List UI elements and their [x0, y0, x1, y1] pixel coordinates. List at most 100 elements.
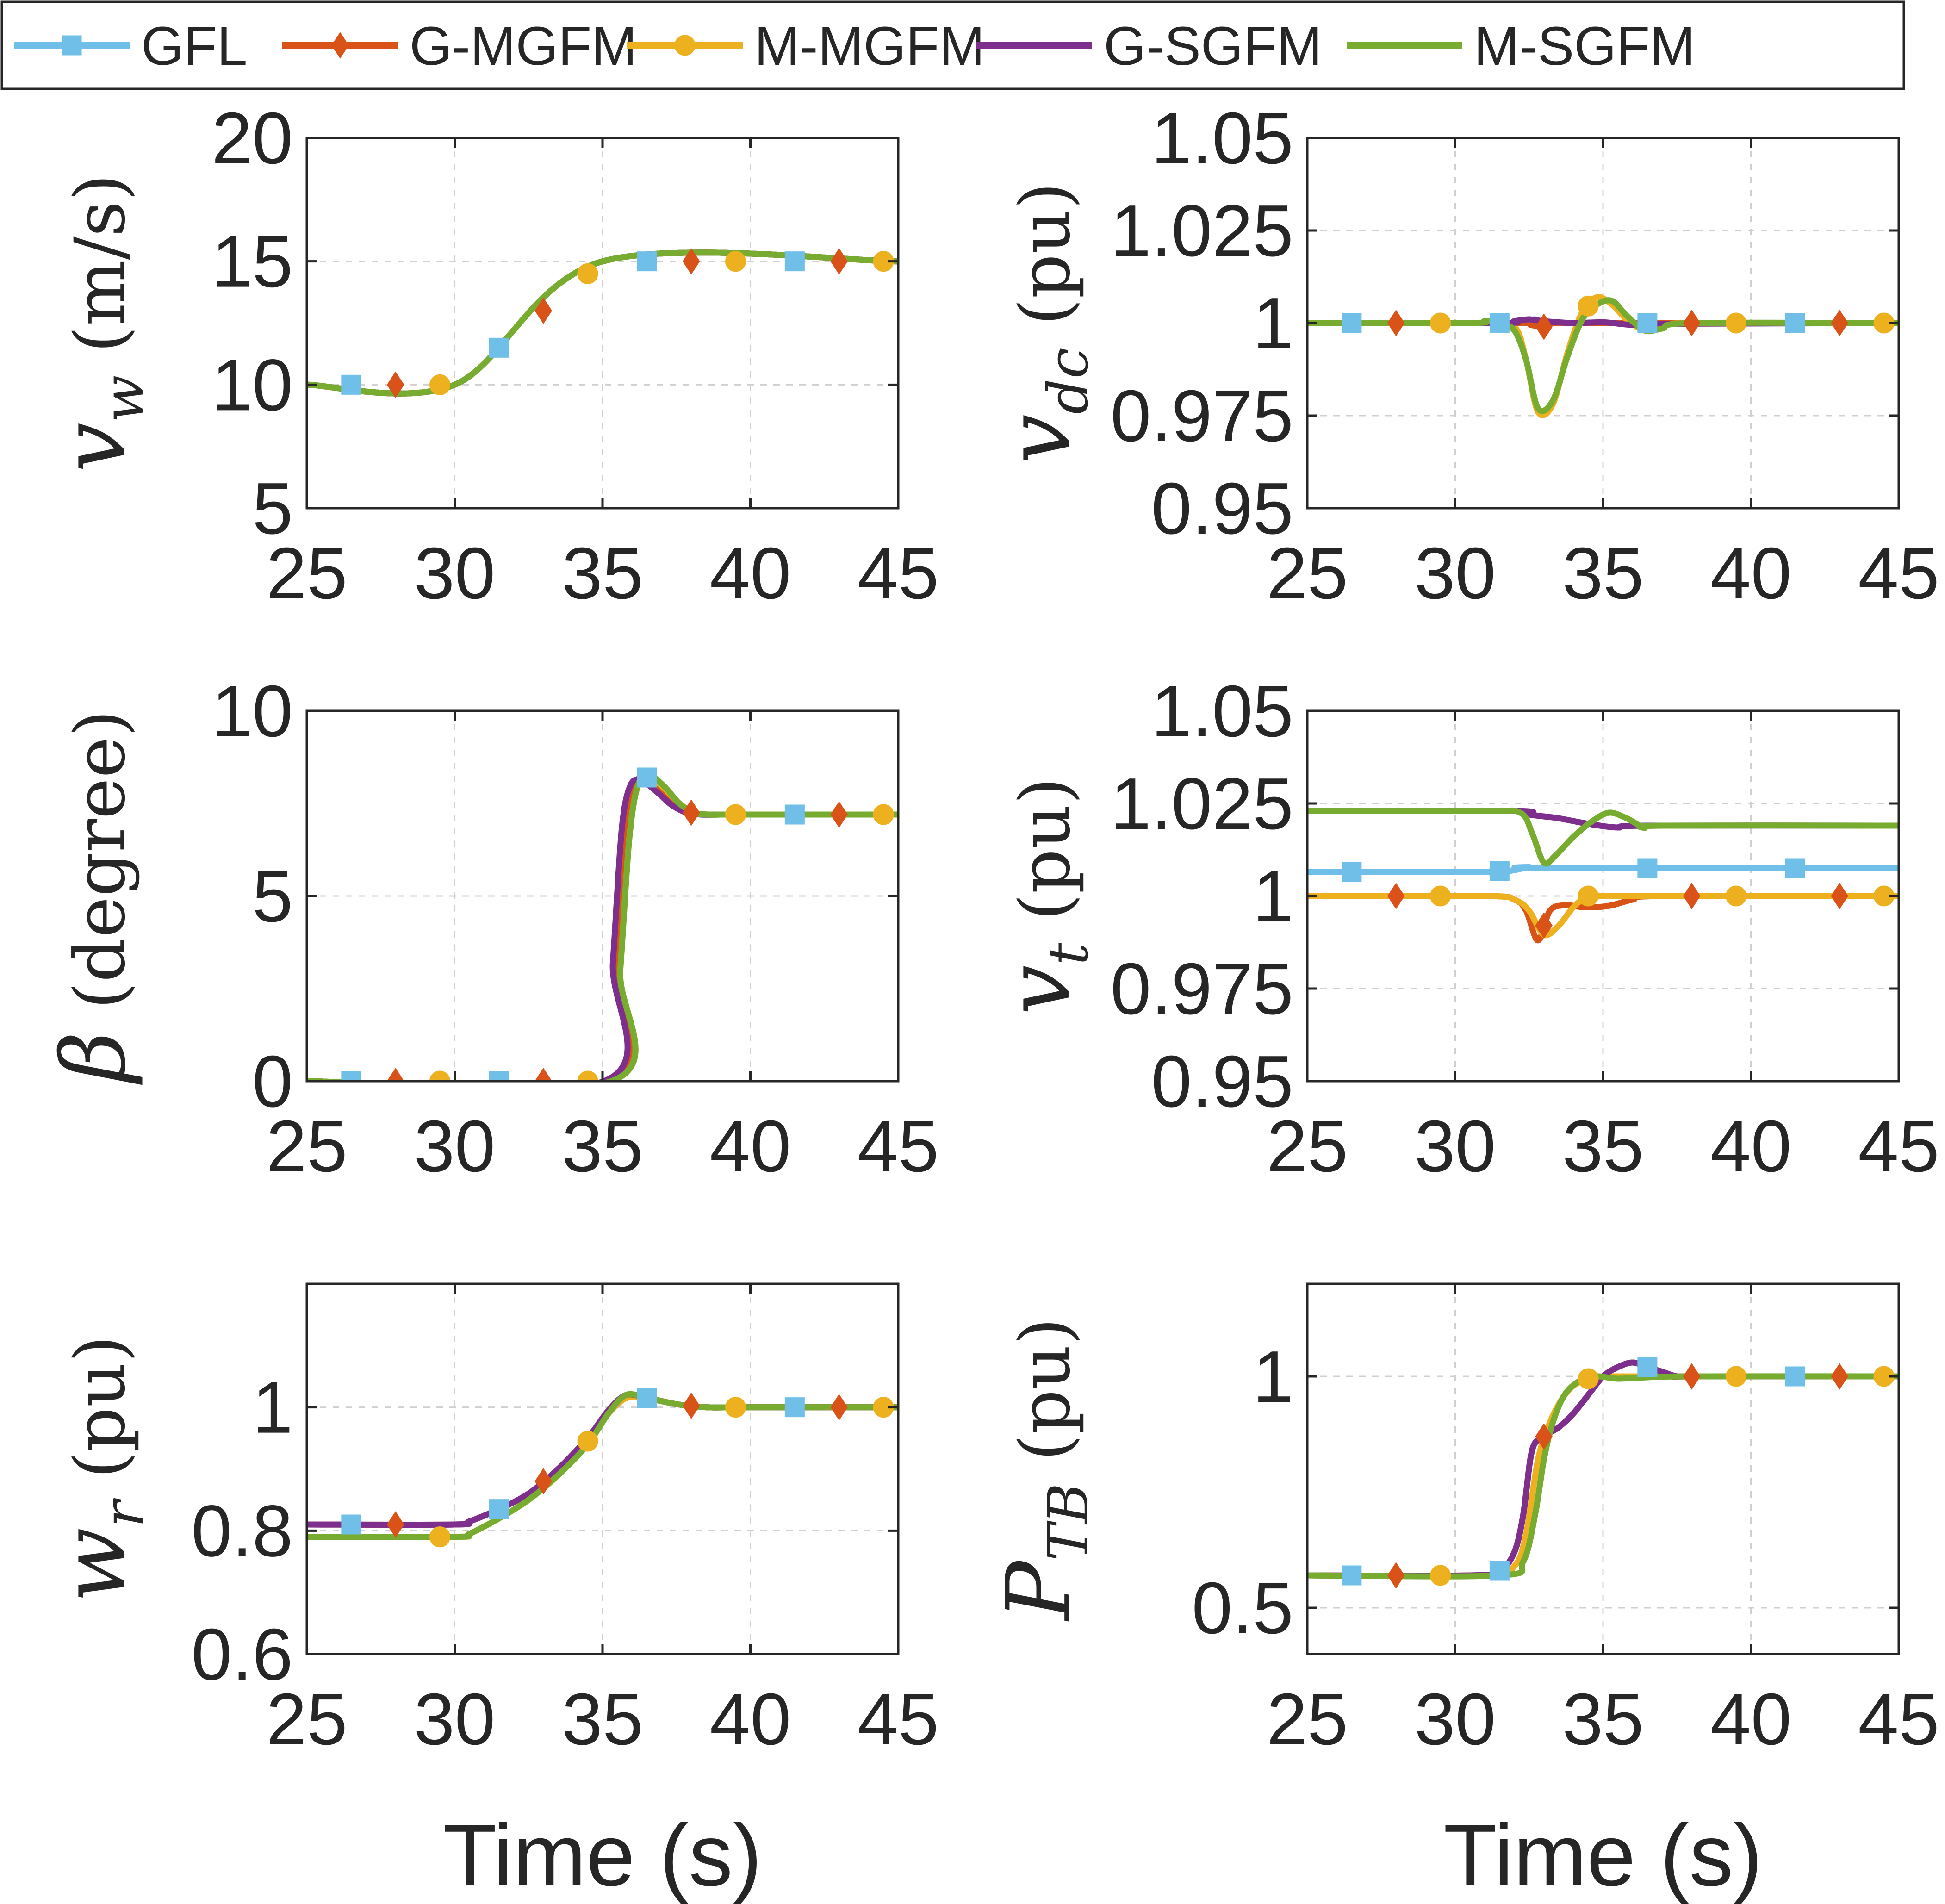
x-tick-label: 25: [266, 1106, 348, 1187]
x-tick-label: 40: [710, 1679, 791, 1760]
y-axis-label: wr (pu): [43, 1335, 156, 1602]
x-tick-label: 30: [414, 1106, 496, 1187]
data-marker-g-mgfm: [682, 248, 700, 275]
series-line-m-sgfm: [1307, 1373, 1899, 1580]
data-marker-g-mgfm: [534, 1068, 552, 1081]
x-tick-label: 40: [710, 533, 791, 614]
data-marker-g-mgfm: [1387, 310, 1405, 336]
series-line-m-mgfm: [1307, 892, 1899, 939]
data-marker-gfl: [637, 251, 657, 272]
chart-panel-vt: 25 30 35 40 45 0.95 0.975 1 1.025 1.05 vt (pu): [988, 671, 1939, 1187]
y-tick-label: 0.975: [1111, 948, 1293, 1030]
y-tick-label: 1.025: [1111, 763, 1293, 845]
x-tick-label: 30: [414, 1679, 496, 1760]
y-axis-label: PTB (pu): [988, 1318, 1101, 1621]
y-tick-label: 5: [252, 856, 293, 937]
x-tick-label: 45: [858, 1106, 939, 1187]
x-tick-label: 40: [1710, 1106, 1792, 1187]
x-axis-label: Time (s): [443, 1806, 762, 1904]
y-tick-label: 0.95: [1151, 468, 1293, 549]
data-marker-gfl: [1637, 313, 1658, 333]
y-axis-label: vt (pu): [988, 778, 1101, 1015]
x-tick-label: 25: [266, 1679, 348, 1760]
legend-label: GFL: [141, 16, 248, 77]
x-tick-label: 40: [1710, 533, 1792, 614]
y-tick-label: 0.5: [1192, 1568, 1293, 1649]
chart-panel-wr: 25 30 35 40 45 0.6 0.8 1 wr (pu) Time (s): [43, 1282, 939, 1904]
data-marker-g-mgfm: [386, 1068, 404, 1081]
data-marker-g-mgfm: [830, 801, 848, 828]
data-marker-gfl: [1785, 1366, 1805, 1387]
y-tick-label: 0.975: [1111, 375, 1293, 457]
y-tick-label: 10: [211, 344, 293, 426]
data-marker-g-mgfm: [534, 297, 552, 324]
y-tick-label: 1: [1253, 1336, 1293, 1418]
grid: [306, 137, 899, 509]
y-tick-label: 10: [211, 671, 293, 752]
data-marker-g-mgfm: [1683, 1363, 1701, 1390]
x-tick-label: 35: [562, 1106, 643, 1187]
data-marker-gfl: [784, 251, 805, 272]
y-tick-label: 1: [252, 1367, 293, 1449]
y-axis-label: vdc (pu): [988, 182, 1101, 464]
legend-entry-g-sgfm: G-SGFM: [976, 16, 1322, 77]
legend-label: M-SGFM: [1474, 16, 1695, 77]
data-marker-gfl: [1785, 858, 1805, 878]
y-tick-label: 1: [1253, 856, 1293, 937]
data-marker-m-mgfm: [577, 263, 598, 284]
data-marker-g-mgfm: [1683, 310, 1701, 336]
x-tick-label: 25: [1267, 1106, 1348, 1187]
x-tick-label: 30: [1415, 1679, 1496, 1760]
data-marker-gfl: [489, 337, 509, 358]
x-axis-label: Time (s): [1443, 1806, 1763, 1904]
data-marker-gfl: [637, 1388, 657, 1408]
series-line-m-sgfm: [1307, 807, 1899, 867]
data-marker-g-mgfm: [1535, 313, 1553, 340]
legend-marker: [62, 35, 82, 56]
data-marker-m-mgfm: [1430, 885, 1451, 907]
data-marker-gfl: [784, 804, 805, 825]
data-marker-gfl: [1489, 861, 1510, 881]
data-marker-m-mgfm: [429, 1070, 451, 1081]
series-group: [307, 248, 898, 398]
data-marker-m-mgfm: [577, 1070, 598, 1081]
legend-entry-g-mgfm: G-MGFM: [282, 16, 637, 77]
series-group: [307, 1388, 898, 1548]
data-marker-m-mgfm: [1430, 312, 1451, 334]
grid: [306, 710, 899, 1082]
data-marker-m-mgfm: [725, 1397, 746, 1418]
chart-panel-vw: 25 30 35 40 45 5 10 15 20 vw (m/s): [43, 98, 939, 614]
legend-label: M-MGFM: [754, 16, 985, 77]
x-tick-label: 25: [1267, 533, 1348, 614]
y-tick-label: 20: [211, 98, 293, 179]
legend-label: G-SGFM: [1104, 16, 1322, 77]
legend-entry-m-sgfm: M-SGFM: [1347, 16, 1695, 77]
data-marker-m-mgfm: [1578, 295, 1599, 317]
data-marker-m-mgfm: [1726, 885, 1747, 907]
data-marker-g-mgfm: [830, 248, 848, 275]
data-marker-m-mgfm: [429, 1526, 451, 1548]
chart-panel-vdc: 25 30 35 40 45 0.95 0.975 1 1.025 1.05 vdc (pu): [988, 98, 1939, 614]
legend-marker: [331, 32, 349, 59]
data-marker-g-mgfm: [1831, 1363, 1848, 1390]
x-tick-label: 30: [414, 533, 496, 614]
x-tick-label: 25: [1267, 1679, 1348, 1760]
x-tick-label: 35: [562, 533, 643, 614]
data-marker-gfl: [784, 1397, 805, 1418]
legend-entry-m-mgfm: M-MGFM: [627, 16, 985, 77]
data-marker-g-mgfm: [534, 1468, 552, 1495]
series-line-m-sgfm: [307, 249, 898, 397]
y-tick-label: 1.05: [1151, 98, 1293, 179]
legend-label: G-MGFM: [410, 16, 637, 77]
data-marker-m-mgfm: [725, 251, 746, 272]
x-tick-label: 35: [1562, 533, 1644, 614]
x-tick-label: 40: [1710, 1679, 1792, 1760]
y-axis-label: β (degree): [43, 710, 145, 1085]
data-marker-g-mgfm: [682, 1392, 700, 1419]
data-marker-gfl: [1637, 1357, 1658, 1377]
data-marker-m-mgfm: [1430, 1565, 1451, 1586]
data-marker-gfl: [489, 1499, 509, 1519]
data-marker-g-mgfm: [830, 1394, 848, 1421]
